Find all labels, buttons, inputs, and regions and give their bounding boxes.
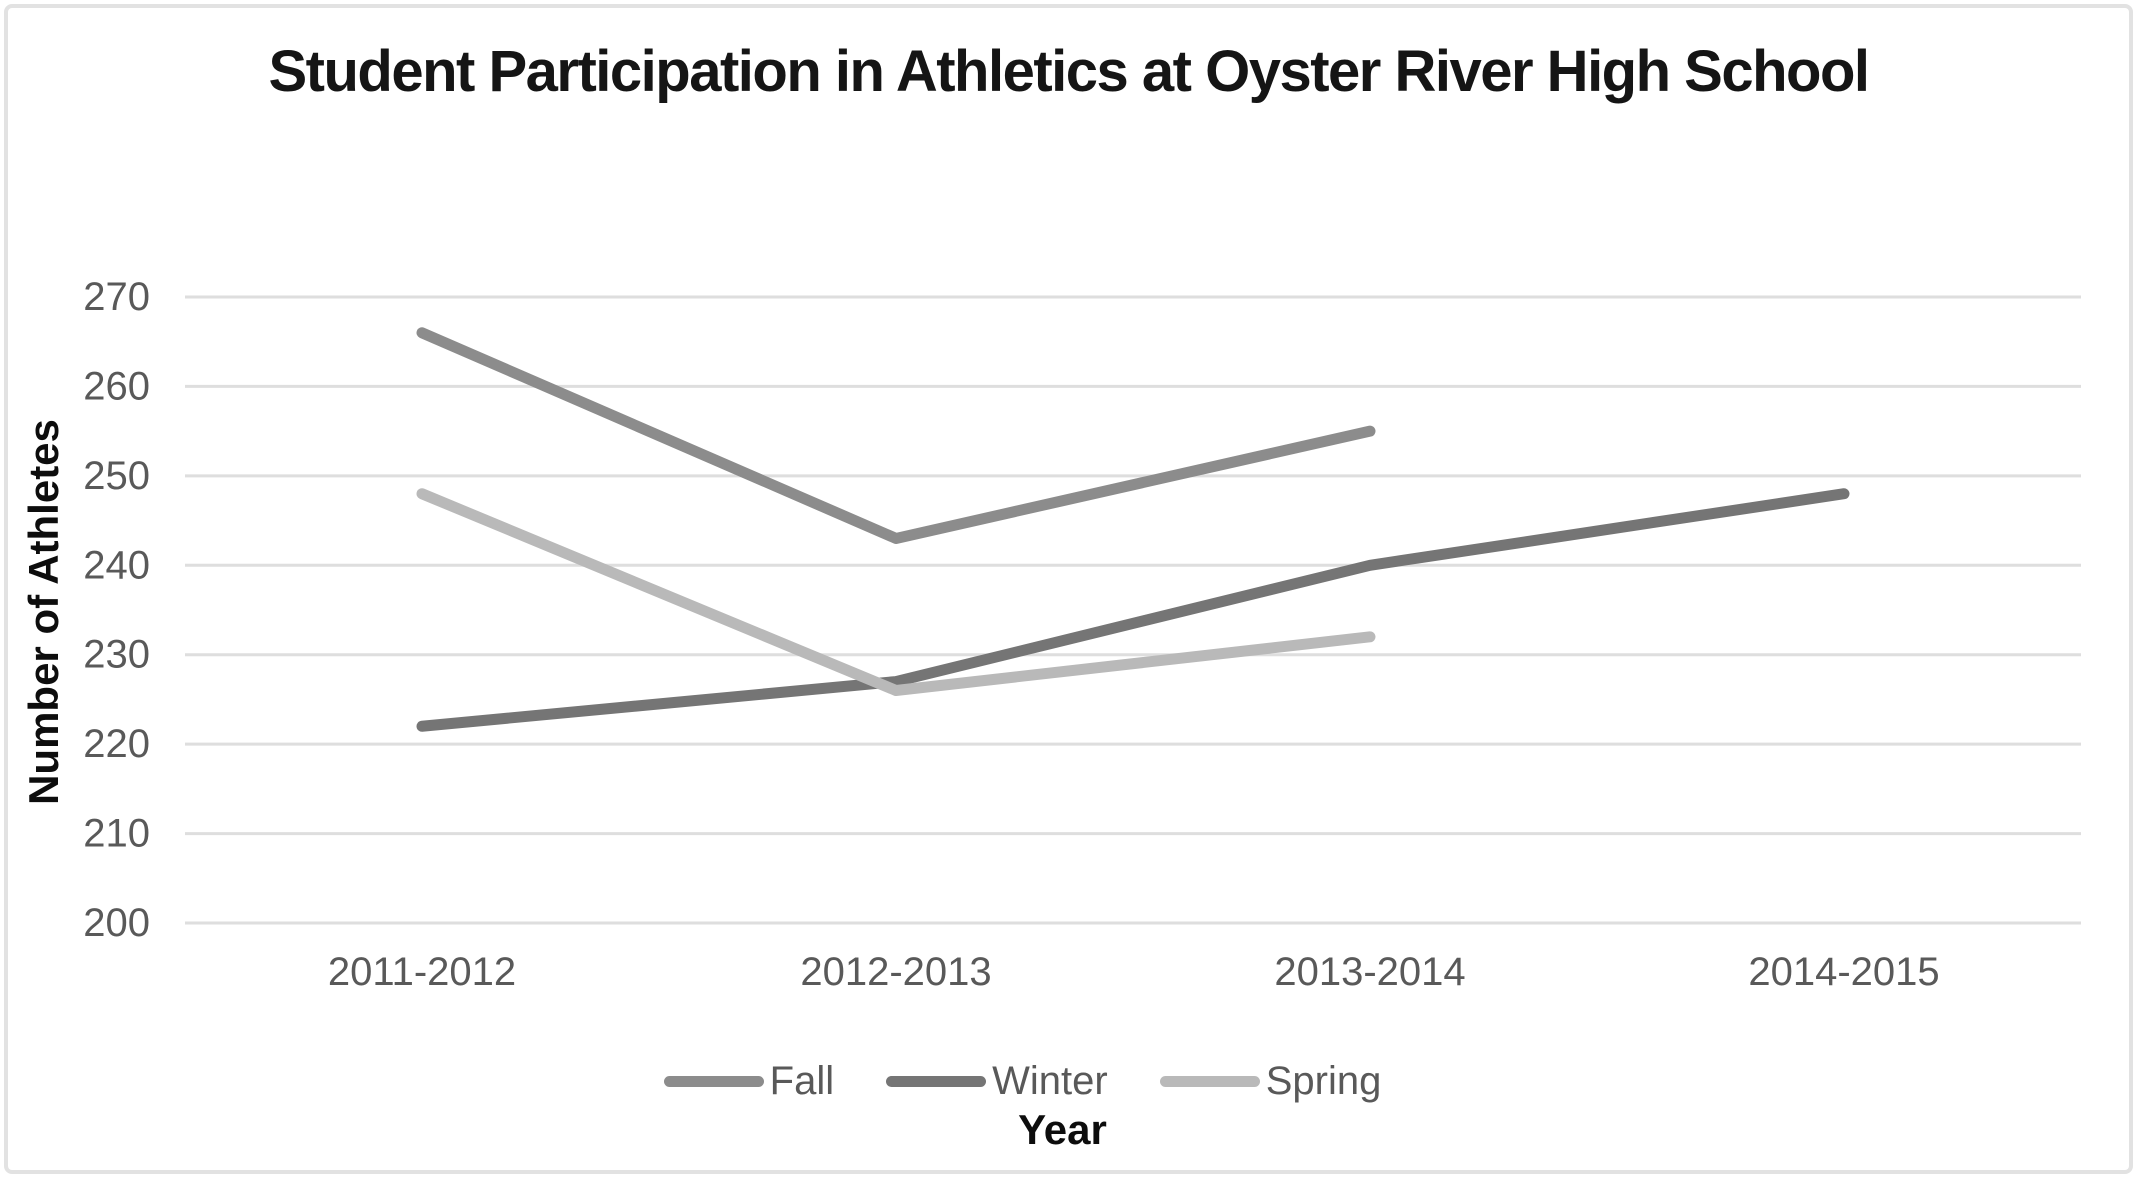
y-tick-label: 250 — [83, 454, 150, 498]
legend-label: Winter — [992, 1059, 1108, 1103]
legend-item-winter: Winter — [886, 1061, 1108, 1101]
x-axis-title: Year — [1018, 1106, 1107, 1153]
chart-title: Student Participation in Athletics at Oy… — [268, 39, 1870, 104]
x-tick-label: 2014-2015 — [1748, 950, 1939, 994]
legend-swatch-spring — [1159, 1075, 1260, 1087]
legend-item-spring: Spring — [1159, 1059, 1382, 1103]
legend-label: Fall — [769, 1059, 835, 1103]
legend: Fall Winter Spring — [0, 1052, 2137, 1110]
x-tick-label: 2012-2013 — [800, 950, 991, 994]
y-tick-label: 220 — [83, 722, 150, 766]
series-line-winter — [416, 488, 1850, 732]
legend-item-fall: Fall — [663, 1059, 835, 1103]
series-lines-group — [416, 327, 1850, 732]
y-tick-labels-group: 200 210 220 230 240 250 260 270 — [83, 275, 150, 945]
y-tick-label: 200 — [83, 901, 150, 945]
legend-swatch-fall — [663, 1075, 764, 1087]
legend-swatch-winter — [886, 1075, 987, 1087]
gridlines-group — [185, 295, 2081, 925]
y-tick-label: 210 — [83, 812, 150, 856]
series-line-fall — [416, 327, 1376, 544]
legend-label: Spring — [1265, 1059, 1382, 1103]
x-tick-label: 2011-2012 — [328, 950, 516, 994]
y-tick-label: 260 — [83, 364, 150, 408]
series-line-spring — [416, 488, 1376, 696]
x-tick-label: 2013-2014 — [1274, 950, 1465, 994]
y-tick-label: 240 — [83, 543, 150, 587]
y-tick-label: 230 — [83, 633, 150, 677]
y-tick-label: 270 — [83, 275, 150, 319]
x-tick-labels-group: 2011-2012 2012-2013 2013-2014 2014-2015 — [328, 950, 1940, 994]
